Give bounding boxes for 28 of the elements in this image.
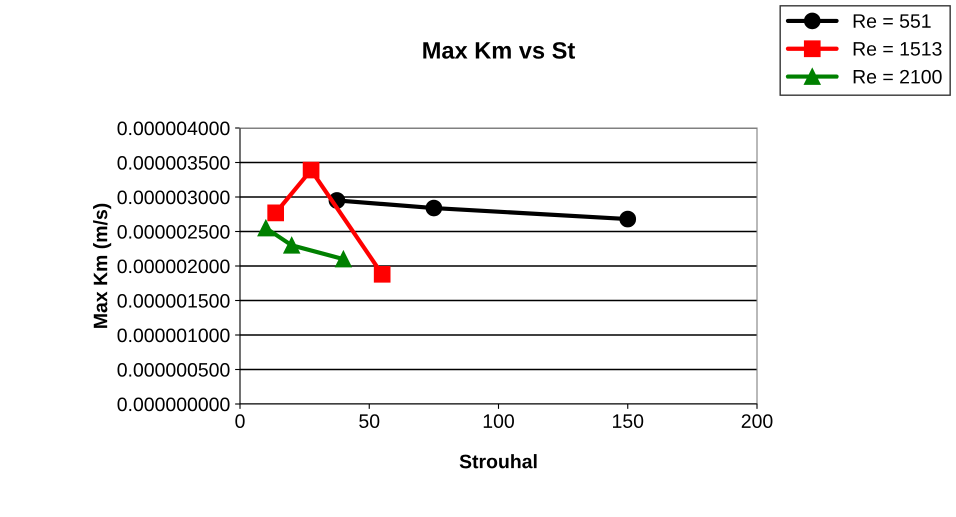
x-tick-label: 200 bbox=[742, 414, 772, 428]
x-tick-label: 150 bbox=[613, 414, 644, 428]
y-tick-label: 0.000002000 bbox=[118, 259, 230, 274]
y-tick-label: 0.000004000 bbox=[118, 121, 230, 136]
y-tick-label: 0.000002500 bbox=[118, 224, 230, 239]
point bbox=[619, 210, 636, 228]
point bbox=[283, 236, 300, 254]
legend-label: Re = 2100 bbox=[854, 70, 942, 84]
x-tick-label: 50 bbox=[359, 414, 380, 428]
x-tick-label: 100 bbox=[484, 414, 514, 428]
point bbox=[302, 162, 320, 178]
x-axis-title: Strouhal bbox=[460, 454, 537, 468]
point bbox=[335, 250, 352, 268]
legend-label: Re = 551 bbox=[854, 14, 931, 28]
point bbox=[258, 220, 274, 236]
y-tick-label: 0.000000000 bbox=[118, 397, 230, 412]
point bbox=[374, 266, 391, 283]
point bbox=[426, 200, 442, 216]
chart-title: Max Km vs St bbox=[423, 42, 575, 59]
point bbox=[267, 204, 284, 222]
y-tick-label: 0.000003000 bbox=[118, 190, 230, 204]
y-tick-label: 0.000001500 bbox=[118, 294, 230, 308]
y-axis-title: Max Km (m/s) bbox=[93, 204, 112, 328]
y-tick-label: 0.000000500 bbox=[118, 362, 230, 377]
x-tick-label: 0 bbox=[235, 414, 245, 428]
legend-label: Re = 1513 bbox=[854, 42, 942, 56]
y-tick-label: 0.000003500 bbox=[118, 156, 230, 170]
y-tick-label: 0.000001000 bbox=[118, 328, 230, 342]
